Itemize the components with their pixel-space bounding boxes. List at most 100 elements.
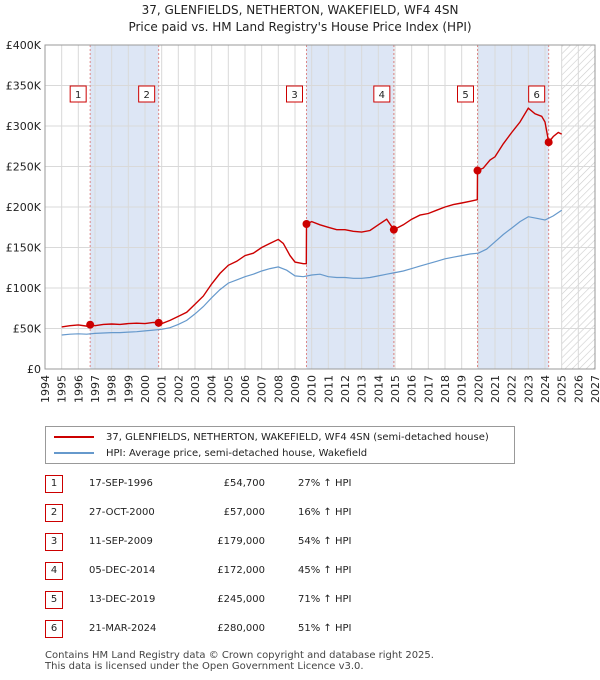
sale-badge-2 — [138, 85, 156, 103]
sale-date: 05-DEC-2014 — [89, 565, 156, 576]
sale-badge-label-1: 1 — [75, 90, 81, 101]
x-tick-label: 2015 — [389, 375, 402, 403]
sale-point-2 — [154, 318, 163, 327]
x-tick-label: 2020 — [472, 375, 485, 403]
x-tick-label: 2007 — [256, 375, 269, 403]
sale-number-badge: 6 — [45, 620, 63, 638]
legend-price-label: 37, GLENFIELDS, NETHERTON, WAKEFIELD, WF… — [106, 431, 489, 443]
legend-item-price: 37, GLENFIELDS, NETHERTON, WAKEFIELD, WF… — [54, 429, 489, 445]
sale-hpi-diff: 16% ↑ HPI — [298, 507, 352, 518]
x-tick-label: 1998 — [106, 375, 119, 403]
sale-hpi-diff: 27% ↑ HPI — [298, 478, 352, 489]
x-tick-label: 1996 — [72, 375, 85, 403]
legend-hpi-label: HPI: Average price, semi-detached house,… — [106, 447, 368, 459]
sale-badge-label-4: 4 — [379, 90, 385, 101]
sale-badge-1 — [69, 85, 87, 103]
x-tick-label: 1994 — [39, 375, 52, 403]
x-tick-label: 2022 — [506, 375, 519, 403]
sale-number-badge: 3 — [45, 533, 63, 551]
sale-point-6 — [544, 138, 553, 147]
y-tick-label: £350K — [6, 80, 42, 93]
y-tick-label: £250K — [6, 161, 42, 174]
price-line-swatch — [54, 436, 94, 438]
sale-number-badge: 4 — [45, 562, 63, 580]
x-tick-label: 2018 — [439, 375, 452, 403]
sale-hpi-diff: 45% ↑ HPI — [298, 565, 352, 576]
x-tick-label: 2000 — [139, 375, 152, 403]
y-tick-label: £300K — [6, 120, 42, 133]
x-tick-label: 2001 — [156, 375, 169, 403]
x-tick-label: 2005 — [222, 375, 235, 403]
sale-date: 21-MAR-2024 — [89, 623, 157, 634]
footer-licence: This data is licensed under the Open Gov… — [45, 661, 364, 672]
y-tick-label: £100K — [6, 282, 42, 295]
x-tick-label: 2023 — [522, 375, 535, 403]
sale-price: £172,000 — [217, 565, 265, 576]
y-tick-label: £0 — [27, 363, 41, 376]
sale-date: 13-DEC-2019 — [89, 594, 156, 605]
x-tick-label: 1997 — [89, 375, 102, 403]
x-tick-label: 2027 — [589, 375, 600, 403]
hpi-line-swatch — [54, 452, 94, 454]
sale-badge-5 — [457, 85, 474, 103]
chart-title: 37, GLENFIELDS, NETHERTON, WAKEFIELD, WF… — [141, 3, 459, 17]
sale-price: £245,000 — [217, 594, 265, 605]
sale-number-badge: 5 — [45, 591, 63, 609]
y-tick-label: £150K — [6, 242, 42, 255]
x-tick-label: 2013 — [356, 375, 369, 403]
x-tick-label: 2019 — [456, 375, 469, 403]
x-tick-label: 2008 — [272, 375, 285, 403]
sale-date: 11-SEP-2009 — [89, 536, 153, 547]
legend: 37, GLENFIELDS, NETHERTON, WAKEFIELD, WF… — [45, 426, 515, 464]
sale-point-4 — [389, 225, 398, 234]
x-tick-label: 2003 — [189, 375, 202, 403]
sale-badge-label-6: 6 — [533, 90, 539, 101]
x-tick-label: 2024 — [539, 375, 552, 403]
sale-date: 17-SEP-1996 — [89, 478, 153, 489]
x-tick-label: 2016 — [406, 375, 419, 403]
sale-hpi-diff: 54% ↑ HPI — [298, 536, 352, 547]
x-tick-label: 2012 — [339, 375, 352, 403]
x-tick-label: 2026 — [572, 375, 585, 403]
sale-price: £57,000 — [223, 507, 265, 518]
sale-number-badge: 2 — [45, 504, 63, 522]
sale-price: £280,000 — [217, 623, 265, 634]
sale-badge-label-5: 5 — [462, 90, 468, 101]
sale-number-badge: 1 — [45, 475, 63, 493]
price-paid-line — [61, 107, 562, 328]
x-tick-label: 1995 — [56, 375, 69, 403]
x-tick-label: 2021 — [489, 375, 502, 403]
sale-badge-3 — [286, 85, 303, 103]
sale-hpi-diff: 71% ↑ HPI — [298, 594, 352, 605]
sale-price: £179,000 — [217, 536, 265, 547]
sale-hpi-diff: 51% ↑ HPI — [298, 623, 352, 634]
chart-subtitle: Price paid vs. HM Land Registry's House … — [128, 20, 472, 34]
sale-badge-label-2: 2 — [143, 90, 149, 101]
hpi-line — [61, 209, 563, 336]
footer-copyright: Contains HM Land Registry data © Crown c… — [45, 650, 434, 661]
sale-point-3 — [302, 220, 311, 229]
sale-badge-6 — [528, 85, 546, 103]
sale-price: £54,700 — [223, 478, 265, 489]
x-tick-label: 2014 — [372, 375, 385, 403]
y-tick-label: £400K — [6, 39, 42, 52]
sale-badge-4 — [373, 85, 391, 103]
legend-item-hpi: HPI: Average price, semi-detached house,… — [54, 445, 367, 461]
x-tick-label: 2006 — [239, 375, 252, 403]
sale-date: 27-OCT-2000 — [89, 507, 155, 518]
sale-point-5 — [473, 166, 482, 175]
plot-frame — [44, 44, 596, 370]
x-tick-label: 2017 — [422, 375, 435, 403]
sale-point-1 — [86, 320, 95, 329]
x-tick-label: 1999 — [122, 375, 135, 403]
x-tick-label: 2011 — [322, 375, 335, 403]
x-tick-label: 2025 — [556, 375, 569, 403]
x-tick-label: 2002 — [172, 375, 185, 403]
x-tick-label: 2010 — [306, 375, 319, 403]
y-tick-label: £200K — [6, 201, 42, 214]
footer: Contains HM Land Registry data © Crown c… — [45, 650, 434, 672]
sale-badge-label-3: 3 — [291, 90, 297, 101]
y-tick-label: £50K — [13, 323, 42, 336]
x-tick-label: 2009 — [289, 375, 302, 403]
price-chart: 1 2 3 4 5 6 £0 £50K £100K £150K £200K £250K £300K £35… — [6, 39, 600, 403]
